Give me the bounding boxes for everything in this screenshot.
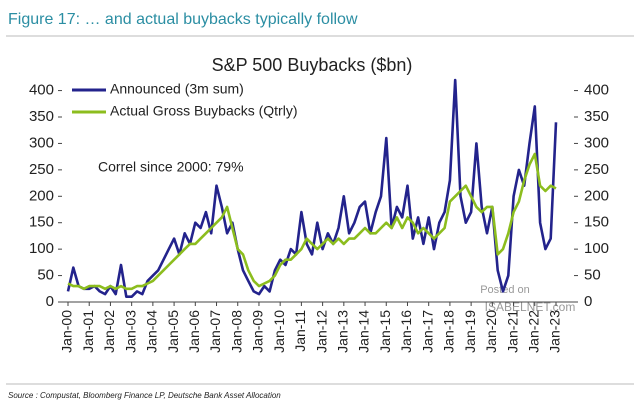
x-tick-label: Jan-05 bbox=[165, 310, 181, 353]
series-line bbox=[67, 152, 557, 291]
y2-tick-label: 250 bbox=[584, 161, 609, 178]
y-tick-label: 0 bbox=[46, 293, 54, 310]
figure-title: Figure 17: … and actual buybacks typical… bbox=[8, 11, 358, 28]
y2-tick-label: 150 bbox=[584, 214, 609, 231]
x-tick-label: Jan-03 bbox=[122, 310, 138, 353]
x-tick-label: Jan-12 bbox=[313, 310, 329, 353]
y-tick-label: 250 bbox=[29, 161, 54, 178]
legend-label: Announced (3m sum) bbox=[110, 81, 244, 97]
y-tick-label: 100 bbox=[29, 240, 54, 257]
x-tick-label: Jan-10 bbox=[271, 310, 287, 353]
x-tick-label: Jan-00 bbox=[59, 310, 75, 353]
y2-tick-label: 400 bbox=[584, 82, 609, 99]
y2-tick-label: 200 bbox=[584, 187, 609, 204]
y2-tick-label: 0 bbox=[584, 293, 592, 310]
x-tick-label: Jan-04 bbox=[144, 310, 160, 353]
watermark: ISABELNET.com bbox=[485, 300, 576, 314]
y-tick-label: 350 bbox=[29, 108, 54, 125]
x-tick-label: Jan-11 bbox=[292, 310, 308, 352]
x-tick-label: Jan-02 bbox=[101, 310, 117, 353]
y-tick-label: 300 bbox=[29, 134, 54, 151]
y2-tick-label: 350 bbox=[584, 108, 609, 125]
x-tick-label: Jan-20 bbox=[483, 310, 499, 353]
chart-title: S&P 500 Buybacks ($bn) bbox=[212, 55, 413, 75]
y2-tick-label: 100 bbox=[584, 240, 609, 257]
source: Source : Compustat, Bloomberg Finance LP… bbox=[8, 391, 281, 400]
x-tick-label: Jan-22 bbox=[525, 310, 541, 353]
annotation: Correl since 2000: 79% bbox=[98, 159, 244, 175]
y-tick-label: 200 bbox=[29, 187, 54, 204]
y-tick-label: 400 bbox=[29, 82, 54, 99]
x-tick-label: Jan-09 bbox=[250, 310, 266, 353]
x-tick-label: Jan-17 bbox=[419, 310, 435, 353]
x-tick-label: Jan-23 bbox=[547, 310, 563, 353]
y2-tick-label: 50 bbox=[584, 267, 601, 284]
x-tick-label: Jan-08 bbox=[228, 310, 244, 353]
x-tick-label: Jan-16 bbox=[398, 310, 414, 353]
x-tick-label: Jan-18 bbox=[441, 310, 457, 353]
x-tick-label: Jan-06 bbox=[186, 310, 202, 353]
y-tick-label: 50 bbox=[37, 267, 54, 284]
x-tick-label: Jan-07 bbox=[207, 310, 223, 353]
legend-label: Actual Gross Buybacks (Qtrly) bbox=[110, 103, 298, 119]
x-tick-label: Jan-01 bbox=[80, 310, 96, 353]
x-tick-label: Jan-14 bbox=[356, 310, 372, 353]
x-tick-label: Jan-21 bbox=[504, 310, 520, 353]
x-tick-label: Jan-19 bbox=[462, 310, 478, 353]
y2-tick-label: 300 bbox=[584, 134, 609, 151]
series-line bbox=[66, 78, 558, 298]
watermark: Posted on bbox=[480, 284, 530, 296]
y-tick-label: 150 bbox=[29, 214, 54, 231]
x-tick-label: Jan-13 bbox=[335, 310, 351, 353]
x-tick-label: Jan-15 bbox=[377, 310, 393, 353]
